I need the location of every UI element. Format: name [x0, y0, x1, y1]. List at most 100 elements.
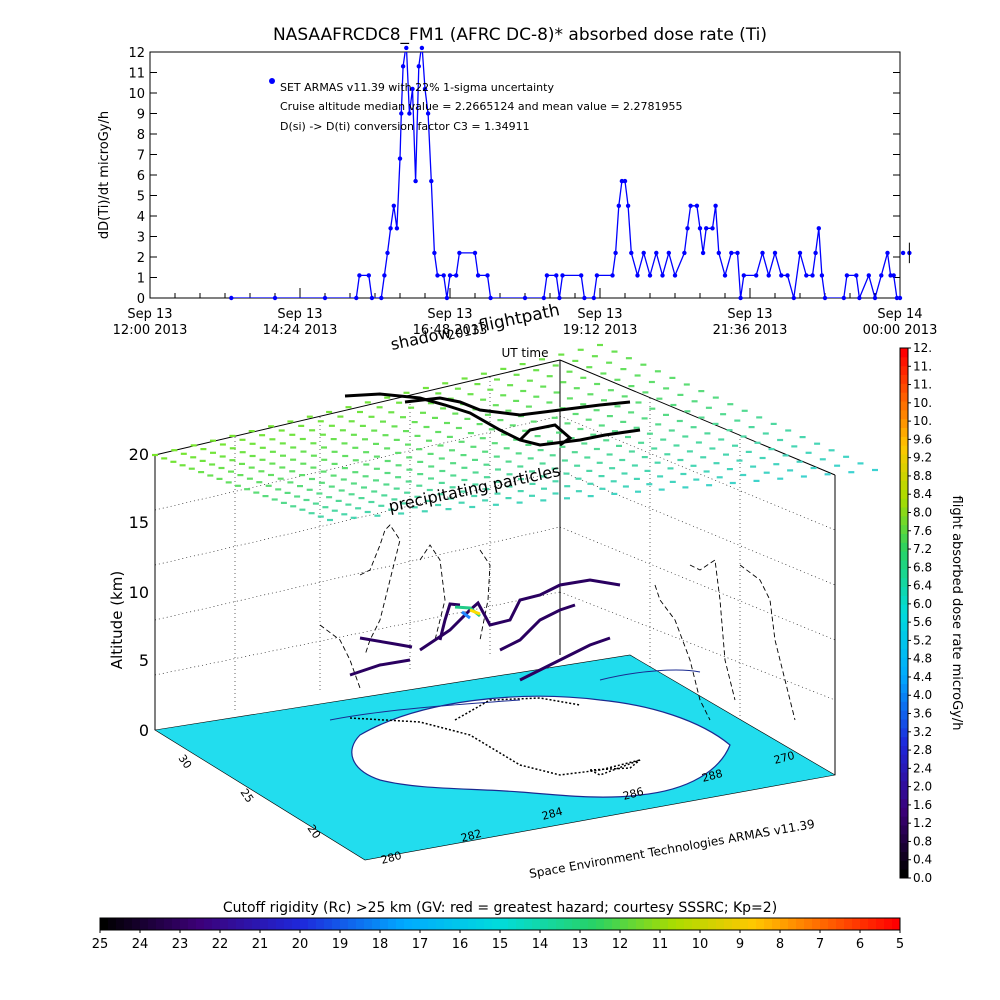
cutoff-rigidity-colorbar-swatch — [540, 918, 549, 930]
dose-rate-point — [457, 250, 462, 256]
dose-rate-point — [654, 250, 659, 256]
cutoff-rigidity-colorbar-tick-label: 23 — [172, 937, 189, 952]
cutoff-rigidity-colorbar-swatch — [364, 918, 373, 930]
dose-rate-colorbar-tick-label: 11. — [913, 378, 932, 392]
cutoff-rigidity-colorbar-swatch — [156, 918, 165, 930]
y-tick-label: 12 — [128, 46, 145, 61]
dose-rate-colorbar-swatch — [900, 401, 908, 411]
dose-rate-colorbar-swatch — [900, 613, 908, 623]
x-tick-label-date: Sep 13 — [127, 307, 172, 322]
cutoff-rigidity-colorbar-swatch — [180, 918, 189, 930]
dose-rate-colorbar-swatch — [900, 524, 908, 534]
x-tick-label-time: 14:24 2013 — [263, 323, 338, 338]
longitude-tick-280: 280 — [379, 849, 403, 867]
x-tick-label-date: Sep 13 — [727, 307, 772, 322]
dose-rate-colorbar-swatch — [900, 577, 908, 587]
altitude-axis-label: Altitude (km) — [108, 571, 126, 669]
cutoff-rigidity-colorbar-swatch — [700, 918, 709, 930]
dose-rate-series — [229, 45, 912, 301]
cutoff-rigidity-colorbar-swatch — [644, 918, 653, 930]
dose-rate-point — [754, 273, 759, 278]
dose-rate-colorbar-swatch — [900, 515, 908, 526]
x-tick-label-time: 16:48 2013 — [413, 323, 488, 338]
y-tick-label: 2 — [137, 251, 145, 266]
dose-rate-point — [541, 295, 546, 301]
dose-rate-colorbar-swatch — [900, 471, 908, 481]
credit-label: Space Environment Technologies ARMAS v11… — [528, 817, 816, 881]
cutoff-rigidity-colorbar-swatch — [308, 918, 317, 930]
annotation-uncertainty: SET ARMAS v11.39 with 22% 1-sigma uncert… — [280, 81, 554, 94]
dose-rate-colorbar-tick-label: 8.0 — [913, 506, 932, 520]
cutoff-rigidity-colorbar-swatch — [220, 918, 229, 930]
cutoff-rigidity-colorbar-tick-label: 24 — [132, 937, 149, 952]
y-tick-label: 1 — [137, 272, 145, 287]
dose-rate-point — [635, 273, 640, 278]
cutoff-rigidity-colorbar-tick-label: 20 — [292, 937, 309, 952]
annotation-conversion-factor: D(si) -> D(ti) conversion factor C3 = 1.… — [280, 120, 530, 133]
dose-rate-point — [685, 226, 690, 231]
cutoff-rigidity-colorbar-swatch — [316, 918, 325, 930]
cutoff-rigidity-colorbar-swatch — [436, 918, 445, 930]
dose-rate-point — [475, 273, 481, 278]
cutoff-rigidity-colorbar-swatch — [500, 918, 509, 930]
cutoff-rigidity-colorbar-swatch — [188, 918, 197, 930]
dose-rate-point — [894, 295, 900, 301]
dose-rate-point — [738, 295, 743, 301]
dose-rate-colorbar-swatch — [900, 392, 908, 402]
cutoff-rigidity-colorbar-swatch — [572, 918, 581, 930]
dose-rate-colorbar-swatch — [900, 356, 908, 367]
dose-rate-colorbar-swatch — [900, 507, 908, 517]
cutoff-rigidity-colorbar-swatch — [844, 918, 853, 930]
dose-rate-colorbar-tick-label: 5.6 — [913, 615, 932, 629]
dose-rate-point — [391, 203, 396, 208]
top-chart-y-axis-label: dD(Ti)/dt microGy/h — [97, 111, 112, 239]
dose-rate-point — [522, 295, 528, 301]
cutoff-rigidity-colorbar-swatch — [604, 918, 613, 930]
dose-rate-point — [594, 273, 600, 278]
dose-rate-point — [557, 295, 562, 301]
dose-rate-point — [897, 295, 903, 301]
dose-rate-colorbar-swatch — [900, 568, 908, 579]
dose-rate-point — [672, 273, 678, 278]
dose-rate-colorbar-swatch — [900, 772, 908, 782]
dose-rate-colorbar-swatch — [900, 348, 908, 358]
dose-rate-colorbar-swatch — [900, 860, 908, 870]
x-tick-label-date: Sep 13 — [277, 307, 322, 322]
dose-rate-point — [400, 64, 406, 69]
dose-rate-point — [322, 295, 328, 301]
longitude-tick-270: 270 — [772, 749, 796, 767]
y-tick-label: 5 — [137, 190, 145, 205]
cutoff-rigidity-colorbar-swatch — [244, 918, 253, 930]
shadow-projection — [319, 524, 796, 721]
dose-rate-point — [485, 273, 490, 278]
dose-rate-point — [816, 226, 821, 231]
dose-rate-point — [844, 273, 850, 278]
dose-rate-point — [822, 295, 828, 301]
precipitating-particles-layer — [152, 343, 878, 522]
altitude-tick-0: 0 — [139, 721, 149, 740]
coastline — [329, 669, 701, 721]
dose-rate-colorbar-swatch — [900, 736, 908, 746]
cutoff-rigidity-colorbar-swatch — [636, 918, 645, 930]
dose-rate-colorbar-tick-label: 0.0 — [913, 871, 932, 885]
cutoff-rigidity-colorbar-tick-label: 13 — [572, 937, 589, 952]
altitude-tick-10: 10 — [129, 583, 149, 602]
dose-rate-point — [841, 295, 846, 301]
dose-rate-point — [660, 273, 665, 278]
cutoff-rigidity-colorbar-swatch — [100, 918, 109, 930]
dose-rate-point — [900, 250, 906, 256]
dose-rate-point — [416, 64, 421, 69]
cutoff-rigidity-colorbar-swatch — [380, 918, 389, 930]
cutoff-rigidity-colorbar-swatch — [124, 918, 133, 930]
dose-rate-point — [354, 295, 359, 301]
dose-rate-colorbar-tick-label: 3.6 — [913, 707, 932, 721]
y-tick-label: 7 — [137, 149, 145, 164]
dose-rate-point — [382, 273, 387, 278]
cutoff-rigidity-colorbar-swatch — [212, 918, 221, 930]
cutoff-rigidity-colorbar-swatch — [820, 918, 829, 930]
dose-rate-point — [716, 250, 721, 256]
dose-rate-colorbar-swatch — [900, 851, 908, 861]
dose-rate-colorbar-swatch — [900, 842, 908, 852]
cutoff-rigidity-colorbar-tick-label: 9 — [736, 937, 744, 952]
